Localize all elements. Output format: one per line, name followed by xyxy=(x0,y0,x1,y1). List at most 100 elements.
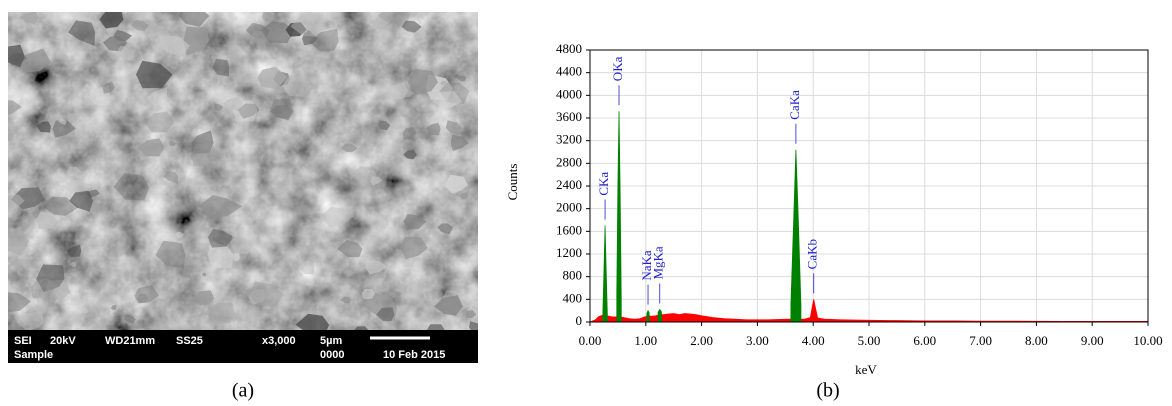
x-tick-label: 3.00 xyxy=(746,333,769,348)
sem-particle xyxy=(282,75,312,97)
sem-grain xyxy=(8,12,478,332)
sem-particle xyxy=(298,302,311,312)
x-tick-label: 1.00 xyxy=(634,333,657,348)
sem-particle xyxy=(465,102,478,118)
sem-particle xyxy=(59,281,72,291)
sem-particle xyxy=(297,203,311,217)
sem-particle xyxy=(269,105,294,121)
x-tick-label: 4.00 xyxy=(802,333,825,348)
sem-particle xyxy=(36,121,51,133)
sem-particle xyxy=(237,103,260,119)
y-tick-label: 400 xyxy=(563,290,583,305)
sem-particle xyxy=(62,179,93,194)
sem-particle xyxy=(445,120,462,136)
sem-particle xyxy=(257,66,287,90)
sem-particle xyxy=(465,310,476,319)
caption: (b) xyxy=(816,380,839,402)
sem-particle xyxy=(58,119,67,126)
sem-particle xyxy=(137,293,149,303)
x-tick-label: 5.00 xyxy=(858,333,881,348)
sem-particle xyxy=(233,100,258,123)
sem-particle xyxy=(116,45,136,60)
y-tick-label: 3200 xyxy=(556,132,582,147)
sem-particle xyxy=(8,292,31,313)
sem-particle xyxy=(102,81,115,94)
sem-particle xyxy=(155,240,186,269)
info-bar xyxy=(8,330,478,363)
sem-particle xyxy=(249,31,267,44)
sem-particle xyxy=(403,214,427,230)
sem-particle xyxy=(176,231,184,238)
sem-particle xyxy=(130,20,149,32)
peak-label: NaKa xyxy=(639,250,654,281)
info-text: SEI xyxy=(14,335,32,347)
y-tick-label: 800 xyxy=(563,268,583,283)
peak-label: OKa xyxy=(610,56,625,81)
info-text: 0000 xyxy=(320,349,344,361)
sem-particle xyxy=(15,145,34,158)
sem-particle xyxy=(144,111,175,133)
sem-particle xyxy=(52,120,76,138)
sem-particle xyxy=(300,262,315,275)
sem-particle xyxy=(450,134,469,151)
sem-particle xyxy=(471,305,478,311)
x-tick-label: 6.00 xyxy=(913,333,936,348)
sem-particle xyxy=(43,196,80,216)
sem-particle xyxy=(30,277,56,299)
sem-particle xyxy=(8,99,22,116)
y-tick-label: 2000 xyxy=(556,200,582,215)
sem-particle xyxy=(36,211,57,230)
x-tick-label: 10.00 xyxy=(1133,333,1162,348)
sem-particle xyxy=(8,44,25,68)
sem-particle xyxy=(191,130,214,155)
sem-particle xyxy=(137,138,165,157)
sem-particle xyxy=(8,227,29,256)
sem-particle xyxy=(134,285,160,304)
sem-particle xyxy=(444,174,468,194)
y-tick-label: 0 xyxy=(576,313,583,328)
y-tick-label: 4400 xyxy=(556,64,582,79)
plot-frame xyxy=(589,49,1149,323)
sem-particles xyxy=(8,12,478,332)
sem-particle xyxy=(66,166,82,177)
sem-particle xyxy=(403,149,417,160)
sem-particle xyxy=(457,75,467,82)
sem-particle xyxy=(407,68,438,95)
sem-particle xyxy=(400,236,428,260)
info-text: x3,000 xyxy=(262,335,296,347)
sem-particle xyxy=(207,228,235,248)
sem-particle xyxy=(377,120,391,131)
sem-particle xyxy=(308,28,339,52)
sem-particle xyxy=(8,194,25,210)
sem-particle xyxy=(469,321,478,332)
sem-particle xyxy=(320,206,354,228)
sem-particle xyxy=(339,296,351,304)
sem-particle xyxy=(9,164,17,170)
peak-label: CaKa xyxy=(787,90,802,120)
sem-particle xyxy=(337,239,363,258)
sem-particle xyxy=(75,43,89,52)
sem-particle xyxy=(70,262,77,268)
info-text: 5µm xyxy=(320,335,342,347)
sem-particle xyxy=(341,143,358,153)
sem-particle xyxy=(377,12,411,28)
x-tick-label: 8.00 xyxy=(1025,333,1048,348)
sem-particle xyxy=(222,97,244,112)
y-axis-label: Counts xyxy=(505,164,520,201)
sem-particle xyxy=(432,91,462,108)
caption: (a) xyxy=(232,380,254,402)
sem-particle xyxy=(185,177,195,187)
x-tick-label: 0.00 xyxy=(579,333,602,348)
sem-particle xyxy=(183,26,209,56)
peak-label: CKa xyxy=(596,172,611,196)
sem-image: SEI 20kV WD21mm SS25 x3,000 5µm Sample 0… xyxy=(8,12,478,363)
sem-particle xyxy=(302,32,318,46)
info-text: WD21mm xyxy=(105,335,155,347)
sem-particle xyxy=(459,192,469,200)
sem-particle xyxy=(261,21,295,43)
y-tick-label: 1600 xyxy=(556,222,582,237)
sem-particle xyxy=(372,13,391,29)
sem-particle xyxy=(202,272,207,277)
info-text: SS25 xyxy=(176,335,203,347)
